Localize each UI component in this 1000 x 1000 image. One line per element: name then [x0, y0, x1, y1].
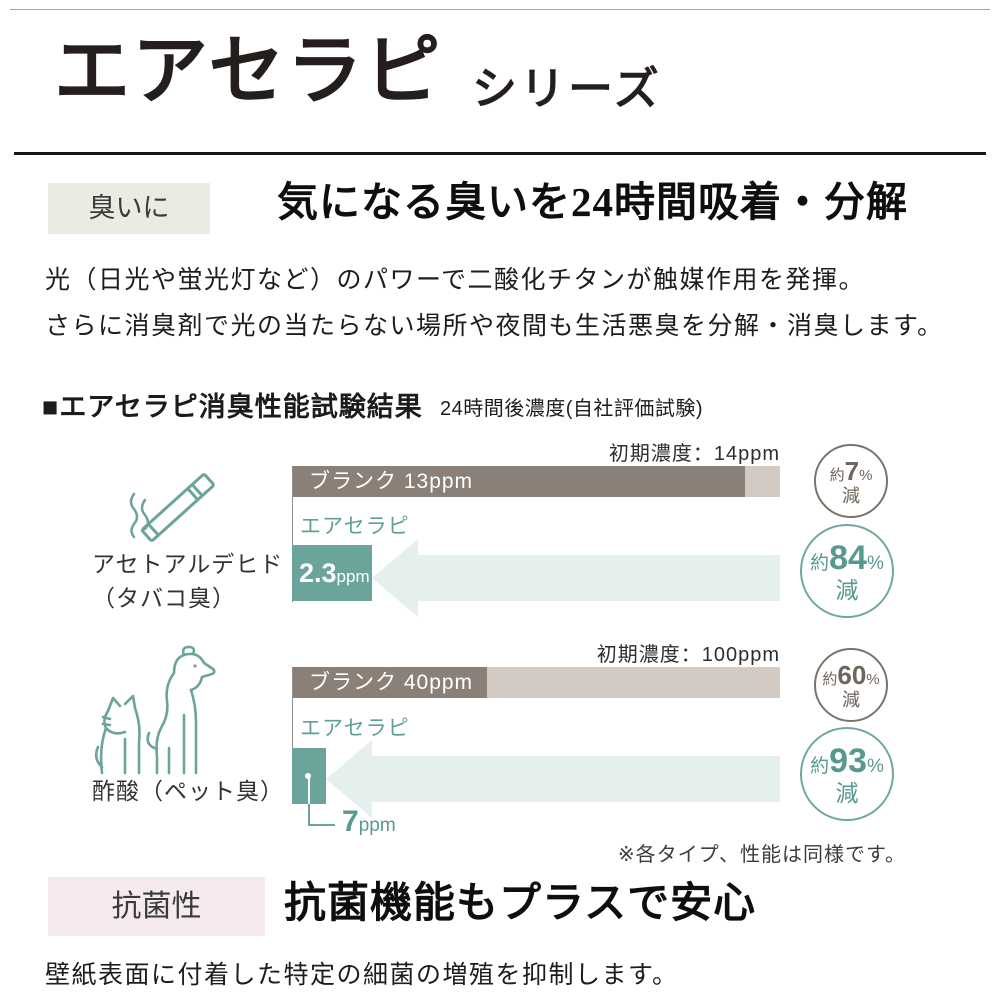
bar-area-acetic-acid: ブランク 40ppm エアセラピ 7ppm [292, 667, 780, 839]
chart-subtitle: 24時間後濃度(自社評価試験) [440, 398, 704, 420]
blank-reduction-badge: 約7% 減 [814, 444, 888, 518]
product-bar: 2.3ppm [292, 545, 373, 601]
odor-tag: 臭いに [48, 183, 210, 234]
antibacterial-tag: 抗菌性 [48, 877, 265, 936]
product-series-label: エアセラピ [300, 515, 410, 538]
callout-line [308, 824, 335, 826]
title-divider [14, 152, 986, 155]
blank-reduction-badge: 約60% 減 [814, 648, 888, 722]
chart-title: ■エアセラピ消臭性能試験結果 [42, 385, 423, 424]
arrow-head [372, 539, 419, 617]
blank-bar-track: ブランク 40ppm [292, 667, 780, 698]
arrow-shaft [371, 756, 780, 802]
product-series-label: エアセラピ [300, 717, 410, 740]
square-bullet-icon: ■ [42, 392, 60, 422]
product-bar-value: 2.3ppm [299, 558, 370, 588]
product-value-callout: 7ppm [342, 805, 396, 838]
group-label-line: アセトアルデヒド [92, 551, 284, 577]
cigarette-icon [129, 473, 215, 542]
group-label-line: 酢酸（ペット臭） [92, 778, 284, 804]
chart-note: ※各タイプ、性能は同様です。 [617, 844, 906, 866]
blank-bar: ブランク 40ppm [292, 667, 488, 698]
product-reduction-badge: 約93% 減 [800, 727, 894, 821]
blank-bar-label: ブランク 13ppm [309, 470, 474, 493]
page-title: エアセラピ [54, 29, 443, 114]
axis-line [292, 667, 293, 804]
antibacterial-body: 壁紙表面に付着した特定の細菌の増殖を抑制します。 [45, 962, 679, 989]
top-divider [10, 9, 990, 10]
odor-heading: 気になる臭いを24時間吸着・分解 [277, 179, 908, 225]
odor-body-line-1: 光（日光や蛍光灯など）のパワーで二酸化チタンが触媒作用を発揮。 [45, 267, 866, 294]
reduction-arrow [372, 539, 780, 617]
initial-concentration-label: 初期濃度：100ppm [596, 644, 780, 666]
arrow-head [326, 740, 373, 818]
odor-body-line-2: さらに消臭剤で光の当たらない場所や夜間も生活悪臭を分解・消臭します。 [45, 313, 944, 340]
blank-bar: ブランク 13ppm [292, 466, 746, 497]
axis-line [292, 466, 293, 602]
product-reduction-badge: 約84% 減 [800, 524, 894, 618]
antibacterial-heading: 抗菌機能もプラスで安心 [284, 881, 757, 927]
chart-title-text: エアセラピ消臭性能試験結果 [59, 392, 423, 422]
series-label: シリーズ [472, 63, 662, 114]
arrow-shaft [417, 555, 780, 601]
callout-line [308, 777, 310, 804]
callout-dot [305, 773, 311, 779]
callout-line [308, 804, 310, 826]
dog-and-cat-icon [94, 645, 216, 775]
blank-bar-track: ブランク 13ppm [292, 466, 780, 497]
bar-area-acetaldehyde: ブランク 13ppm エアセラピ 2.3ppm [292, 466, 780, 617]
blank-bar-label: ブランク 40ppm [309, 671, 474, 694]
reduction-arrow [326, 740, 780, 818]
initial-concentration-label: 初期濃度：14ppm [608, 443, 780, 465]
group-label-line: （タバコ臭） [92, 585, 236, 611]
